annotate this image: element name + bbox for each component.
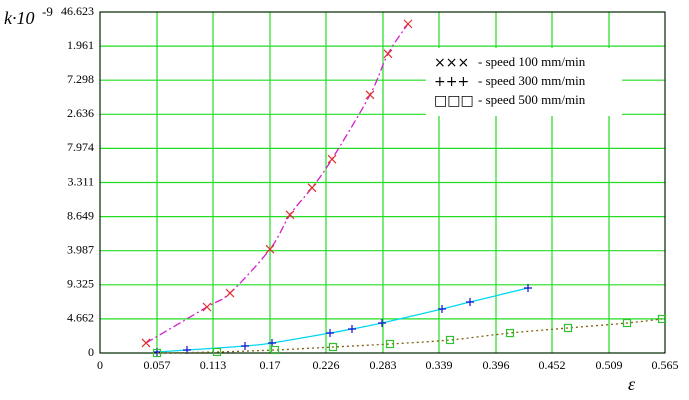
y-tick-label: 1.961 (67, 38, 94, 52)
marker (202, 302, 212, 312)
y-tick-label: 46.623 (61, 4, 94, 18)
marker-x (365, 90, 375, 100)
x-tick-label: 0.226 (313, 358, 340, 372)
marker (403, 19, 413, 29)
marker (365, 90, 375, 100)
x-tick-label: 0.17 (260, 358, 281, 372)
y-tick-label: 7.974 (67, 140, 94, 154)
marker-plus (326, 329, 334, 338)
marker (657, 314, 667, 324)
legend-marker: ××× (434, 55, 469, 71)
marker-x (265, 244, 275, 254)
marker (563, 323, 573, 333)
marker-plus (438, 304, 446, 313)
y-tick-label: 3.311 (67, 174, 94, 188)
marker-x (327, 154, 337, 164)
y-axis-label-exponent: -9 (42, 4, 53, 19)
marker (327, 154, 337, 164)
marker (505, 328, 515, 338)
marker-square (212, 347, 222, 357)
y-tick-label: 9.325 (67, 277, 94, 291)
marker (141, 338, 151, 348)
marker (348, 325, 356, 334)
marker (265, 244, 275, 254)
legend-marker: +++ (434, 74, 469, 90)
marker-x (202, 302, 212, 312)
marker-square (657, 314, 667, 324)
x-tick-label: 0.339 (426, 358, 453, 372)
fit-line (145, 23, 409, 344)
fit-line (156, 318, 663, 354)
x-tick-label: 0.057 (144, 358, 171, 372)
marker-plus (466, 298, 474, 307)
marker (466, 298, 474, 307)
marker (268, 338, 276, 347)
x-tick-label: 0.113 (200, 358, 227, 372)
y-tick-label: 8.649 (67, 208, 94, 222)
legend-label: - speed 300 mm/min (478, 73, 586, 88)
x-tick-label: 0.452 (539, 358, 566, 372)
marker-x (403, 19, 413, 29)
marker (152, 348, 162, 358)
marker-plus (241, 341, 249, 350)
marker (270, 345, 280, 355)
y-tick-label: 3.987 (67, 242, 94, 256)
marker (307, 183, 317, 193)
y-axis-label: k·10 (4, 8, 35, 28)
marker-square (445, 335, 455, 345)
x-tick-label: 0.509 (596, 358, 623, 372)
y-tick-label: 0 (88, 345, 94, 359)
marker (524, 283, 532, 292)
legend-marker: □□□ (434, 93, 474, 109)
marker-x (383, 49, 393, 59)
marker (438, 304, 446, 313)
marker (383, 49, 393, 59)
x-tick-label: 0.283 (370, 358, 397, 372)
x-tick-label: 0.396 (483, 358, 510, 372)
legend: ××× - speed 100 mm/min +++ - speed 300 mm/m… (426, 48, 622, 116)
legend-label: - speed 100 mm/min (478, 54, 586, 69)
y-tick-label: 2.636 (67, 106, 94, 120)
marker (241, 341, 249, 350)
x-axis-label: ε (628, 374, 636, 394)
marker (385, 339, 395, 349)
marker-plus (348, 325, 356, 334)
marker-plus (524, 283, 532, 292)
marker-square (505, 328, 515, 338)
marker (225, 288, 235, 298)
marker-plus (378, 319, 386, 328)
marker (378, 319, 386, 328)
marker (212, 347, 222, 357)
marker-square (152, 348, 162, 358)
legend-label: - speed 500 mm/min (478, 92, 586, 107)
marker-square (385, 339, 395, 349)
x-tick-label: 0 (97, 358, 103, 372)
plot-frame (99, 11, 666, 354)
marker-x (225, 288, 235, 298)
marker-square (563, 323, 573, 333)
marker-square (328, 342, 338, 352)
y-tick-label: 7.298 (67, 72, 94, 86)
marker (285, 210, 295, 220)
marker (622, 318, 632, 328)
marker (328, 342, 338, 352)
marker-x (285, 210, 295, 220)
marker-plus (268, 338, 276, 347)
y-tick-label: 4.662 (67, 311, 94, 325)
marker-square (622, 318, 632, 328)
x-tick-label: 0.565 (652, 358, 679, 372)
legend-box (426, 48, 622, 116)
marker-x (307, 183, 317, 193)
marker (445, 335, 455, 345)
marker-square (270, 345, 280, 355)
marker-x (141, 338, 151, 348)
marker (326, 329, 334, 338)
